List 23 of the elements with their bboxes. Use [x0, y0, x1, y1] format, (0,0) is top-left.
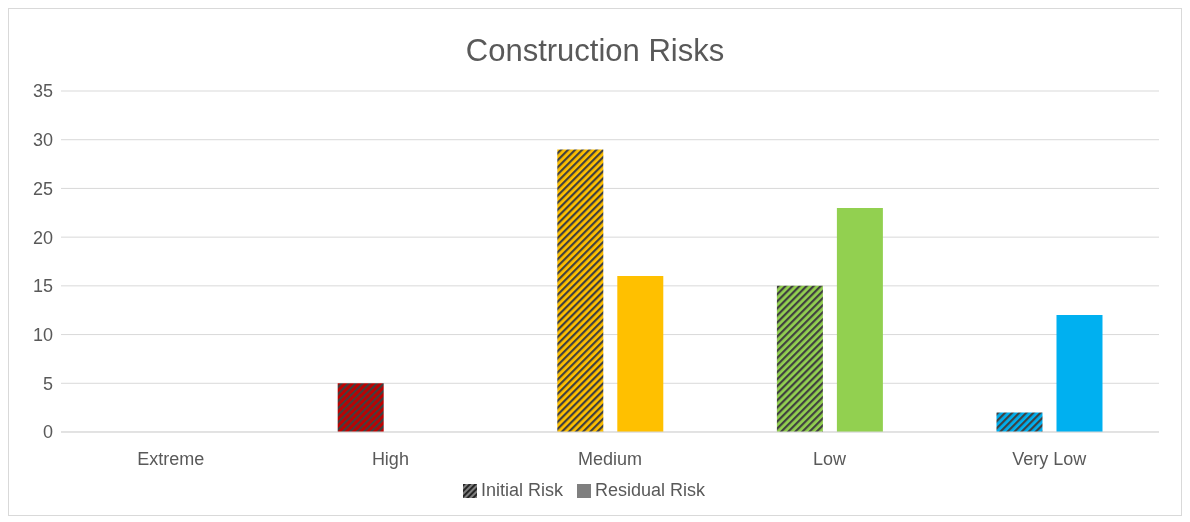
bar: [776, 285, 823, 432]
chart-title: Construction Risks: [464, 32, 726, 70]
bar: [557, 149, 604, 432]
bar: [836, 207, 883, 432]
text: Initial Risk: [479, 480, 563, 501]
text: Residual Risk: [594, 480, 706, 501]
y-tick-label: 25: [32, 178, 53, 199]
y-tick-label: 5: [42, 373, 53, 394]
bar: [337, 383, 384, 432]
y-tick-label: 0: [42, 422, 53, 443]
y-tick-label: 15: [32, 276, 53, 297]
x-tick-label: Extreme: [137, 448, 205, 469]
bar: [1056, 315, 1103, 432]
y-tick-label: 30: [32, 130, 53, 151]
x-tick-label: Medium: [577, 448, 643, 469]
bar: [617, 276, 664, 432]
y-tick-label: 35: [32, 81, 53, 102]
x-tick-label: Very Low: [1012, 448, 1088, 469]
x-tick-label: Low: [813, 448, 848, 469]
bar: [996, 412, 1043, 432]
x-tick-label: High: [371, 448, 409, 469]
y-tick-label: 20: [32, 227, 53, 248]
y-tick-label: 10: [32, 324, 53, 345]
